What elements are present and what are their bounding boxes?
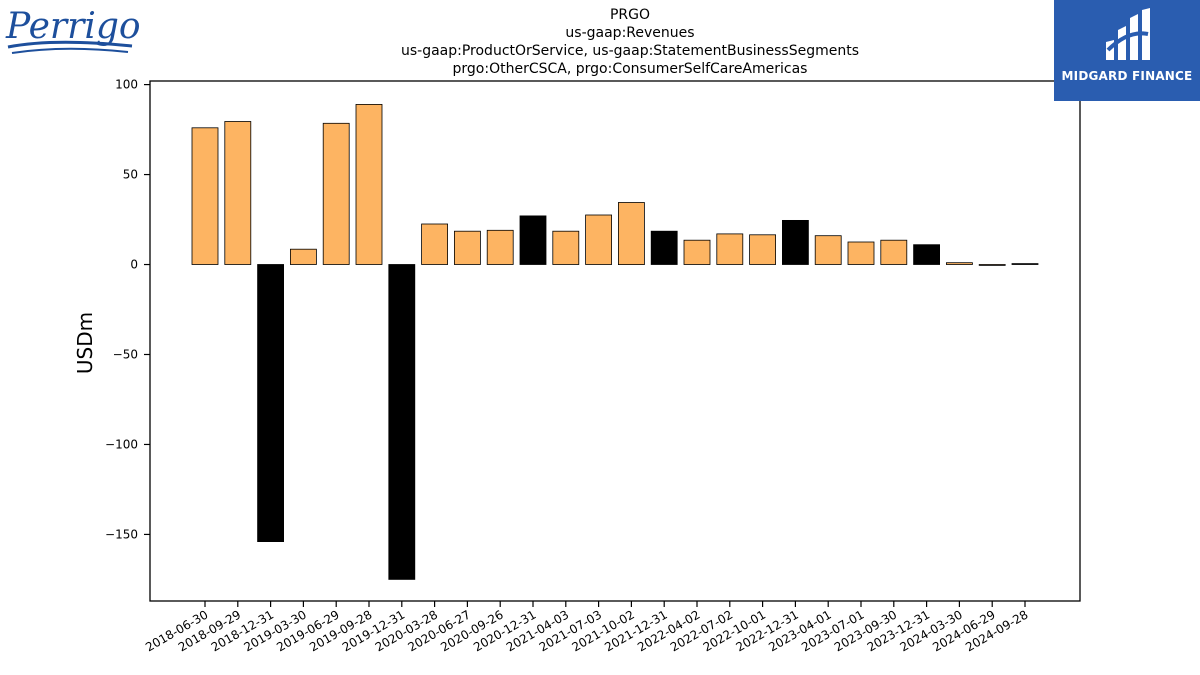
bar-2019-09-28	[355, 104, 383, 265]
bar-2022-07-02	[716, 233, 744, 265]
bar-2023-04-01	[814, 235, 842, 265]
plot-frame	[149, 80, 1081, 602]
bar-2021-10-02	[618, 202, 645, 265]
bar-2023-09-30	[880, 239, 908, 265]
title-line-ticker: PRGO	[609, 7, 651, 23]
title-line-axes: us-gaap:ProductOrService, us-gaap:Statem…	[400, 43, 859, 59]
bar-2023-12-31	[913, 244, 940, 265]
bar-2019-06-29	[322, 122, 350, 265]
chart-title: PRGO us-gaap:Revenues us-gaap:ProductOrS…	[380, 6, 880, 78]
bar-2024-09-28	[1011, 263, 1039, 265]
bar-2018-09-29	[224, 121, 252, 265]
bar-2020-06-27	[453, 230, 481, 265]
midgard-finance-logo: MIDGARD FINANCE	[1054, 0, 1200, 101]
title-line-concept: us-gaap:Revenues	[565, 25, 695, 41]
y-tick-label: 50	[123, 168, 138, 182]
bar-2024-06-29	[978, 264, 1006, 266]
midgard-finance-label: MIDGARD FINANCE	[1061, 69, 1193, 83]
y-axis: 100 50 0 −50 −100 −150	[105, 78, 150, 541]
bar-2019-03-30	[289, 248, 317, 265]
y-axis-label: USDm	[73, 312, 97, 374]
bar-2019-12-31	[388, 264, 416, 580]
y-tick-label: −50	[113, 347, 138, 361]
y-tick-label: −100	[105, 437, 138, 451]
y-tick-label: −150	[105, 527, 138, 541]
bar-2024-03-30	[946, 262, 973, 265]
bar-2021-04-03	[552, 230, 580, 265]
bar-2022-12-31	[782, 219, 809, 265]
x-axis: 2018-06-302018-09-292018-12-312019-03-30…	[143, 601, 1031, 654]
bar-2020-03-28	[421, 223, 449, 265]
perrigo-logo: Perrigo	[4, 2, 141, 62]
bar-2018-12-31	[257, 264, 285, 543]
bars-group	[191, 104, 1039, 580]
bar-2020-12-31	[519, 215, 547, 265]
title-line-members: prgo:OtherCSCA, prgo:ConsumerSelfCareAme…	[452, 61, 808, 77]
y-tick-label: 0	[130, 258, 138, 272]
bar-2018-06-30	[191, 127, 219, 265]
midgard-emblem-icon	[1106, 8, 1150, 60]
svg-text:Perrigo: Perrigo	[5, 6, 140, 47]
bar-2022-04-02	[683, 239, 711, 265]
bar-2022-10-01	[749, 234, 776, 265]
bar-2020-09-26	[486, 229, 514, 265]
bar-2023-07-01	[847, 241, 875, 265]
bar-2021-07-03	[585, 214, 612, 265]
y-tick-label: 100	[115, 78, 138, 92]
bar-2021-12-31	[650, 230, 678, 265]
